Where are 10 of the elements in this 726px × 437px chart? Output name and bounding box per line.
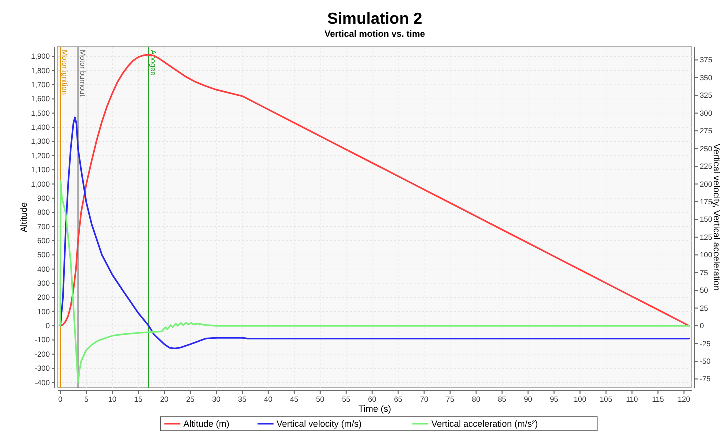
- y-axis-title: Altitude: [19, 202, 29, 233]
- y2-axis-title: Vertical velocity, Vertical acceleration: [712, 144, 722, 291]
- line-series: [60, 180, 690, 384]
- line-series: [60, 116, 690, 350]
- legend-label: Altitude (m): [184, 419, 230, 429]
- legend-label: Vertical velocity (m/s): [276, 419, 362, 429]
- legend-label: Vertical acceleration (m/s²): [432, 419, 538, 429]
- x-axis-title: Time (s): [358, 404, 392, 414]
- chart-title: Simulation 2: [327, 11, 423, 28]
- chart-subtitle: Vertical motion vs. time: [324, 29, 426, 39]
